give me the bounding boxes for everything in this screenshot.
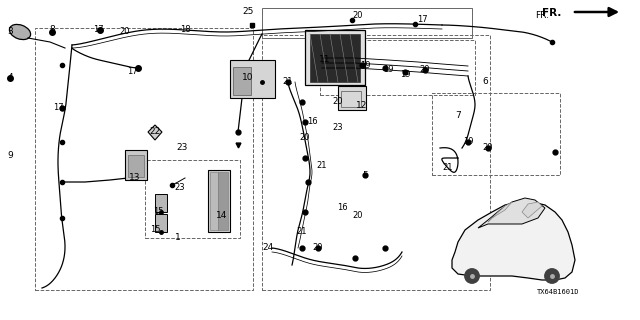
Bar bbox=[320, 40, 475, 95]
Bar bbox=[233, 67, 251, 95]
Bar bbox=[341, 91, 361, 107]
Bar bbox=[35, 28, 253, 290]
Text: 4: 4 bbox=[7, 74, 13, 83]
Text: 19: 19 bbox=[383, 66, 393, 75]
Circle shape bbox=[545, 269, 559, 283]
Text: 18: 18 bbox=[180, 26, 190, 35]
Text: 17: 17 bbox=[52, 103, 63, 113]
Text: 20: 20 bbox=[353, 211, 364, 220]
Text: 24: 24 bbox=[262, 244, 274, 252]
Text: FR.: FR. bbox=[535, 11, 549, 20]
Polygon shape bbox=[452, 202, 575, 280]
Text: TX64B1601D: TX64B1601D bbox=[537, 289, 579, 295]
Text: 7: 7 bbox=[455, 110, 461, 119]
Text: 5: 5 bbox=[362, 171, 368, 180]
Bar bbox=[262, 35, 490, 290]
Text: 19: 19 bbox=[463, 138, 473, 147]
Text: 20: 20 bbox=[420, 66, 430, 75]
Text: FR.: FR. bbox=[542, 8, 561, 18]
Text: 23: 23 bbox=[175, 183, 186, 193]
Text: 11: 11 bbox=[319, 55, 331, 65]
Text: 20: 20 bbox=[120, 28, 131, 36]
Text: 6: 6 bbox=[482, 77, 488, 86]
Text: 17: 17 bbox=[93, 26, 103, 35]
Text: 10: 10 bbox=[243, 74, 253, 83]
Text: 21: 21 bbox=[297, 228, 307, 236]
Bar bbox=[432, 93, 560, 175]
Bar bbox=[145, 160, 240, 238]
Polygon shape bbox=[522, 202, 542, 218]
Bar bbox=[210, 172, 218, 230]
Text: 15: 15 bbox=[150, 226, 160, 235]
Text: 15: 15 bbox=[153, 207, 163, 217]
Text: 21: 21 bbox=[443, 164, 453, 172]
Text: 17: 17 bbox=[127, 68, 138, 76]
Text: 14: 14 bbox=[216, 211, 228, 220]
Text: 9: 9 bbox=[7, 150, 13, 159]
Circle shape bbox=[465, 269, 479, 283]
Bar bbox=[218, 172, 228, 230]
Text: 16: 16 bbox=[337, 204, 348, 212]
Bar bbox=[262, 8, 472, 38]
Text: 20: 20 bbox=[313, 244, 323, 252]
Text: 23: 23 bbox=[176, 143, 188, 153]
Bar bbox=[305, 30, 365, 85]
Text: 8: 8 bbox=[49, 26, 55, 35]
Ellipse shape bbox=[10, 24, 31, 40]
Text: 13: 13 bbox=[129, 173, 141, 182]
Bar bbox=[230, 60, 275, 98]
Bar bbox=[125, 150, 147, 180]
Bar bbox=[338, 86, 366, 110]
Text: 21: 21 bbox=[283, 77, 293, 86]
Text: 12: 12 bbox=[356, 100, 368, 109]
Text: 20: 20 bbox=[353, 11, 364, 20]
Text: 22: 22 bbox=[149, 127, 161, 137]
Polygon shape bbox=[488, 202, 512, 222]
Text: 20: 20 bbox=[483, 143, 493, 153]
Bar bbox=[128, 155, 144, 177]
Bar bbox=[310, 34, 360, 82]
Text: 23: 23 bbox=[333, 124, 343, 132]
Text: 20: 20 bbox=[333, 98, 343, 107]
Text: 21: 21 bbox=[317, 161, 327, 170]
Polygon shape bbox=[478, 198, 545, 228]
Text: 1: 1 bbox=[175, 234, 181, 243]
Text: 3: 3 bbox=[7, 28, 13, 36]
Bar bbox=[155, 214, 167, 232]
Text: 19: 19 bbox=[360, 60, 371, 69]
Text: 16: 16 bbox=[307, 117, 317, 126]
Text: 19: 19 bbox=[400, 70, 410, 79]
Text: 20: 20 bbox=[300, 133, 310, 142]
Polygon shape bbox=[148, 125, 162, 140]
Bar bbox=[208, 170, 230, 232]
Text: 25: 25 bbox=[243, 7, 253, 17]
Text: 17: 17 bbox=[417, 15, 428, 25]
Bar bbox=[155, 194, 167, 212]
